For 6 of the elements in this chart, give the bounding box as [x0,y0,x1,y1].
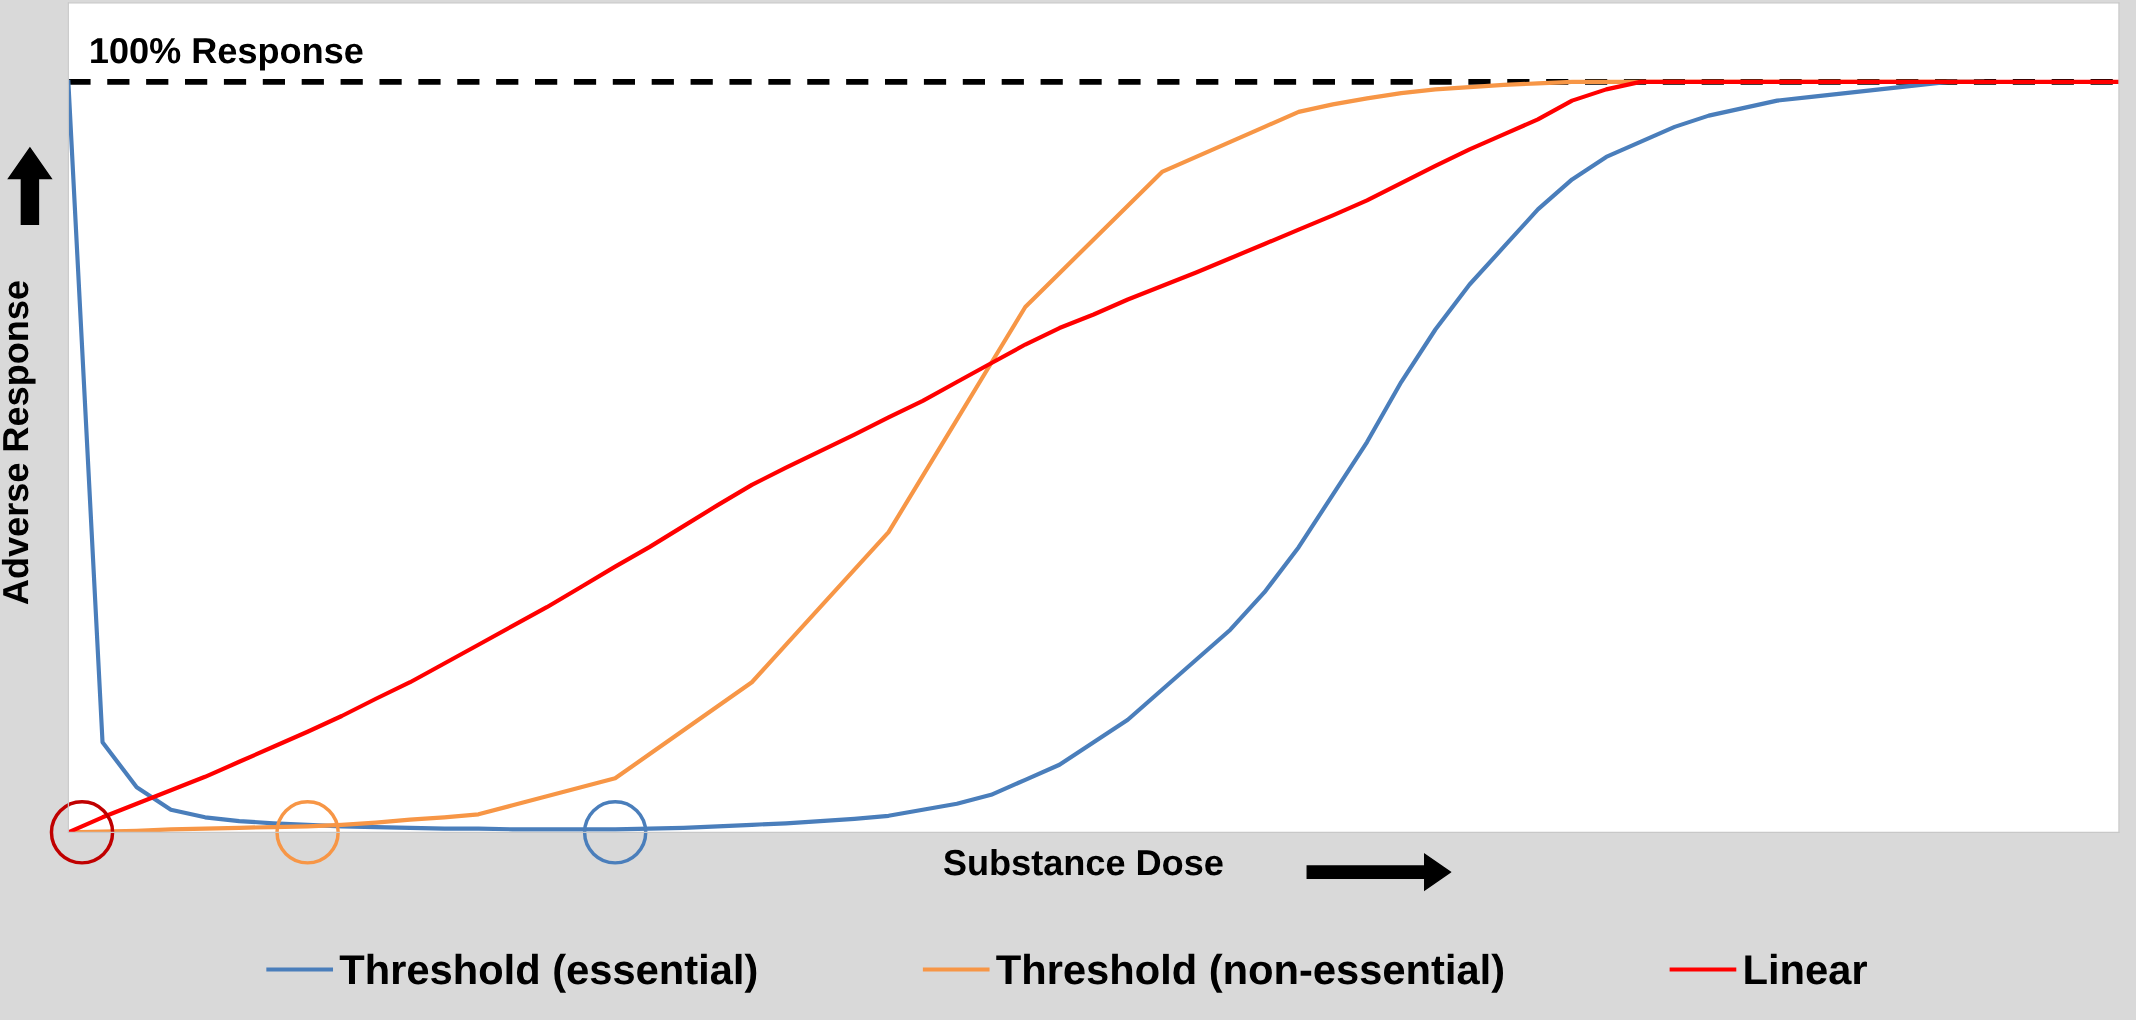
ref-line-label: 100% Response [91,37,363,71]
x-axis-title: Substance Dose [943,848,1223,876]
legend-label: Threshold (non-essential) [996,953,1504,993]
y-axis-title: Adverse Response [1,281,36,605]
legend-label: Linear [1745,953,1867,985]
legend-label: Threshold (essential) [339,953,757,993]
